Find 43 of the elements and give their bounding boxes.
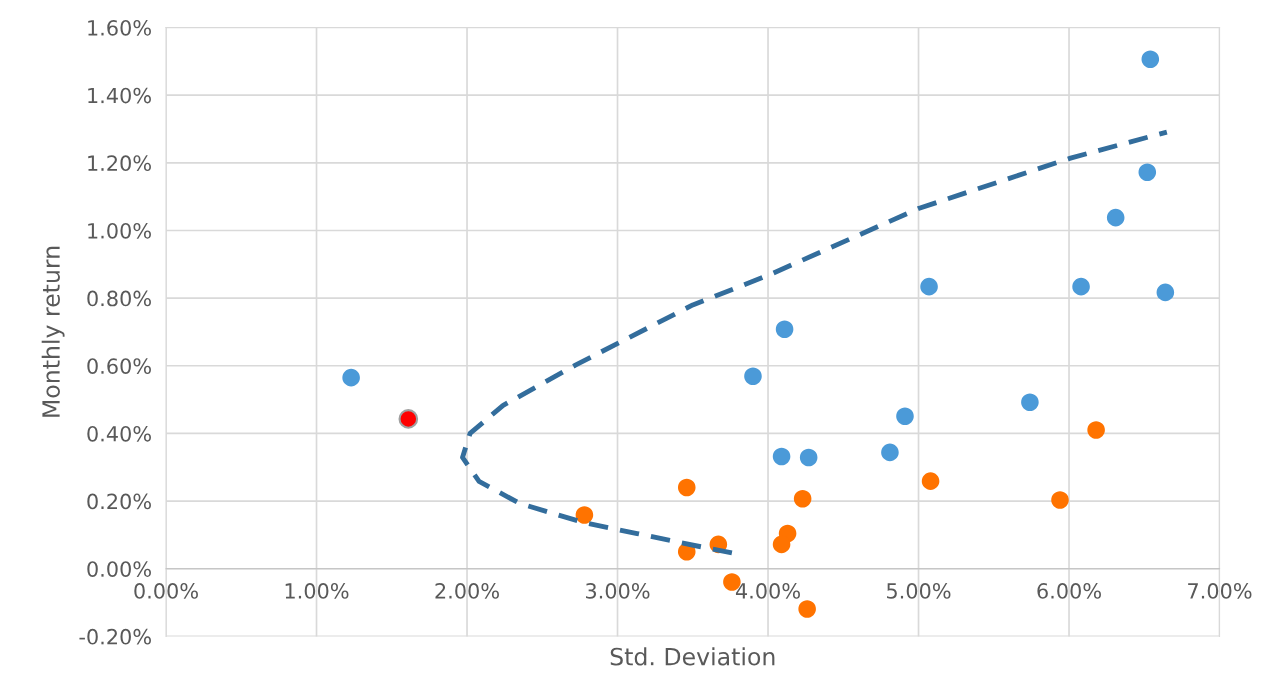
x-tick-label: 1.00% [285, 583, 349, 599]
y-tick-label: 0.20% [87, 493, 151, 510]
point [398, 409, 419, 429]
y-tick-label: 0.40% [87, 425, 151, 442]
x-tick-label: 7.00% [1188, 583, 1252, 599]
y-tick-label: 0.80% [87, 290, 151, 307]
y-tick-label: 1.40% [88, 87, 151, 104]
point [775, 320, 794, 339]
point [1087, 421, 1105, 439]
point [798, 600, 816, 618]
point [881, 443, 899, 462]
x-tick-label: 4.00% [735, 583, 800, 599]
point [896, 407, 914, 425]
point [677, 478, 696, 497]
x-tick-label: 0.00% [134, 583, 198, 599]
point [1021, 393, 1039, 412]
point [1156, 283, 1175, 302]
point [793, 489, 812, 508]
point [799, 448, 818, 467]
x-axis-title: Std. Deviation [610, 647, 775, 666]
point [575, 506, 594, 524]
point [1141, 50, 1160, 69]
point [1138, 163, 1157, 182]
y-tick-label: 0.00% [87, 561, 151, 577]
point [1106, 208, 1125, 227]
x-tick-label: 2.00% [435, 583, 499, 599]
x-tick-label: 5.00% [887, 583, 951, 599]
y-tick-label: 1.20% [88, 155, 151, 172]
point [1051, 491, 1069, 509]
point [1072, 277, 1090, 296]
point [342, 368, 360, 387]
point [920, 277, 938, 296]
point [772, 447, 791, 466]
point [921, 472, 940, 490]
x-tick-label: 6.00% [1037, 583, 1101, 599]
x-tick-label: 3.00% [586, 583, 650, 599]
y-tick-label: -0.20% [79, 628, 151, 645]
y-tick-label: 0.60% [87, 358, 151, 374]
y-tick-label: 1.60% [88, 19, 151, 36]
point [744, 367, 762, 386]
y-axis-title: Monthly return [41, 246, 65, 417]
y-tick-label: 1.00% [88, 222, 151, 239]
point [772, 535, 791, 554]
